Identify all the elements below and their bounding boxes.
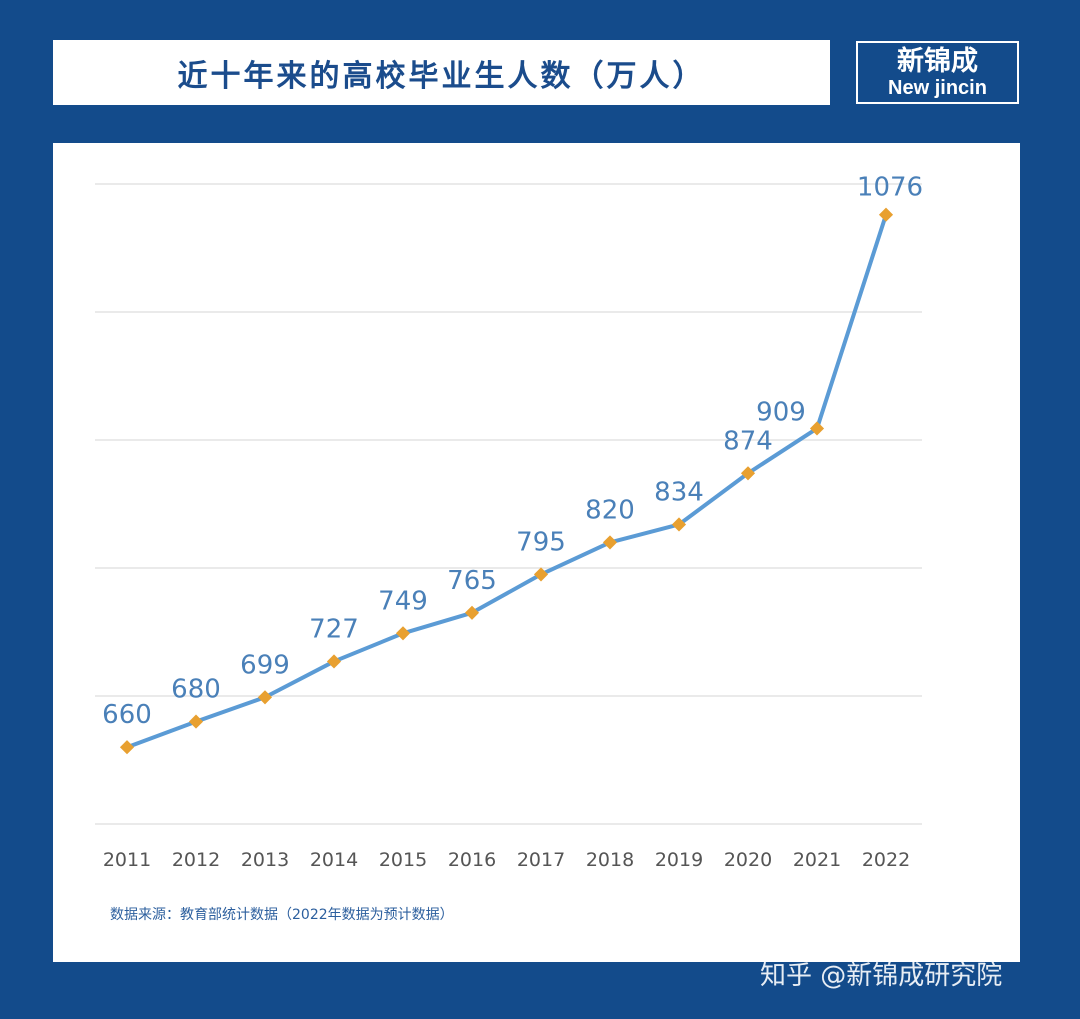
data-point: [602, 535, 618, 550]
data-point: [533, 567, 549, 582]
chart-title: 近十年来的高校毕业生人数（万人）: [177, 58, 706, 94]
x-tick-label: 2012: [172, 849, 220, 871]
data-label: 660: [102, 700, 152, 730]
logo-cn: 新锦成: [897, 45, 978, 77]
data-label: 909: [756, 397, 806, 427]
x-tick-label: 2018: [586, 849, 634, 871]
data-point: [257, 690, 273, 705]
data-label: 749: [378, 586, 428, 616]
data-label: 795: [516, 527, 566, 557]
logo-en: New jincin: [888, 76, 987, 99]
title-bar: 近十年来的高校毕业生人数（万人）: [53, 40, 830, 105]
data-point: [188, 714, 204, 729]
data-label: 1076: [857, 173, 923, 203]
x-tick-label: 2013: [241, 849, 289, 871]
x-tick-label: 2015: [379, 849, 427, 871]
data-point: [326, 654, 342, 669]
x-tick-label: 2019: [655, 849, 703, 871]
data-label: 834: [654, 477, 704, 507]
x-tick-label: 2020: [724, 849, 772, 871]
watermark: 知乎 @新锦成研究院: [760, 961, 1003, 991]
data-label: 765: [447, 566, 497, 596]
data-point: [878, 207, 894, 222]
logo: 新锦成 New jincin: [856, 41, 1019, 104]
data-label: 820: [585, 495, 635, 525]
data-point: [395, 626, 411, 641]
x-tick-label: 2014: [310, 849, 358, 871]
data-label: 680: [171, 675, 221, 705]
x-tick-label: 2017: [517, 849, 565, 871]
data-label: 699: [240, 650, 290, 680]
series-line: [126, 214, 888, 750]
x-tick-label: 2011: [103, 849, 151, 871]
x-tick-label: 2016: [448, 849, 496, 871]
data-point: [119, 740, 135, 755]
data-label: 874: [723, 426, 773, 456]
data-point: [740, 466, 756, 481]
x-tick-label: 2021: [793, 849, 841, 871]
x-tick-label: 2022: [862, 849, 910, 871]
data-source-note: 数据来源：教育部统计数据（2022年数据为预计数据）: [110, 907, 454, 923]
data-label: 727: [309, 614, 359, 644]
data-point: [809, 421, 825, 436]
data-point: [464, 605, 480, 620]
chart-panel: [53, 143, 1020, 962]
data-point: [671, 517, 687, 532]
